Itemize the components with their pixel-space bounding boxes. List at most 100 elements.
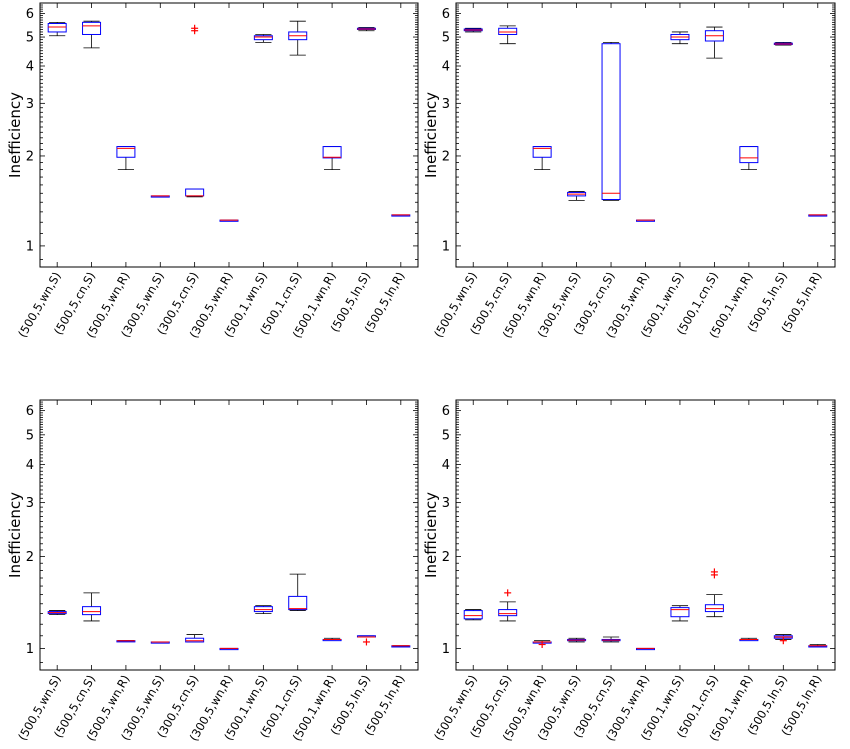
box-11 bbox=[391, 645, 411, 648]
box-iqr bbox=[739, 146, 759, 164]
box-5 bbox=[601, 41, 621, 201]
outlier-marker bbox=[504, 589, 512, 597]
box-iqr bbox=[116, 146, 136, 158]
box-iqr bbox=[288, 595, 308, 611]
panel-bottom-left: 123456Inefficiency(500,5,wn,S)(500,5,cn,… bbox=[6, 399, 419, 744]
y-tick-label: 1 bbox=[442, 239, 450, 254]
y-axis-label: Inefficiency bbox=[6, 492, 24, 578]
box-iqr bbox=[82, 21, 102, 35]
y-axis-label: Inefficiency bbox=[422, 492, 440, 578]
box-iqr bbox=[47, 23, 67, 33]
panel-top-left: 123456Inefficiency(500,5,wn,S)(500,5,cn,… bbox=[6, 2, 419, 341]
box-1 bbox=[463, 27, 483, 33]
box-5 bbox=[185, 634, 205, 643]
panel-top-right: 123456Inefficiency(500,5,wn,S)(500,5,cn,… bbox=[422, 2, 836, 341]
box-iqr bbox=[82, 606, 102, 616]
box-10 bbox=[356, 27, 376, 32]
plot-frame bbox=[455, 2, 836, 268]
box-10 bbox=[356, 635, 376, 646]
box-iqr bbox=[253, 35, 273, 41]
y-tick-label: 1 bbox=[442, 642, 450, 657]
box-2 bbox=[82, 20, 102, 49]
box-7 bbox=[253, 34, 273, 43]
box-1 bbox=[463, 609, 483, 621]
y-tick-label: 3 bbox=[26, 496, 34, 511]
outlier-marker bbox=[710, 568, 718, 576]
box-8 bbox=[704, 568, 724, 618]
box-1 bbox=[47, 610, 67, 616]
box-8 bbox=[288, 20, 308, 56]
y-tick-label: 6 bbox=[442, 7, 450, 22]
y-tick-label: 4 bbox=[26, 60, 34, 75]
box-9 bbox=[739, 637, 759, 642]
y-tick-label: 3 bbox=[26, 97, 34, 112]
y-axis-label: Inefficiency bbox=[6, 92, 24, 178]
box-9 bbox=[739, 146, 759, 171]
box-iqr bbox=[498, 609, 518, 617]
outlier-marker bbox=[779, 637, 787, 645]
y-tick-label: 2 bbox=[26, 149, 34, 164]
y-tick-label: 6 bbox=[442, 404, 450, 419]
box-10 bbox=[773, 634, 793, 645]
box-7 bbox=[670, 31, 690, 45]
outlier-marker bbox=[362, 638, 370, 646]
y-tick-label: 6 bbox=[26, 7, 34, 22]
box-iqr bbox=[322, 146, 342, 159]
box-6 bbox=[219, 647, 239, 651]
box-iqr bbox=[498, 27, 518, 35]
box-iqr bbox=[463, 610, 483, 620]
box-9 bbox=[322, 146, 342, 171]
y-tick-label: 3 bbox=[442, 496, 450, 511]
box-iqr bbox=[185, 637, 205, 643]
y-tick-label: 5 bbox=[26, 428, 34, 443]
box-11 bbox=[391, 214, 411, 217]
outlier-marker bbox=[538, 641, 546, 649]
box-8 bbox=[288, 573, 308, 611]
box-4 bbox=[150, 195, 170, 198]
y-tick-label: 2 bbox=[442, 550, 450, 565]
box-iqr bbox=[532, 146, 552, 158]
box-3 bbox=[532, 146, 552, 171]
box-2 bbox=[498, 589, 518, 622]
box-11 bbox=[808, 214, 828, 217]
plot-frame bbox=[39, 2, 419, 268]
outlier-marker bbox=[191, 24, 199, 32]
y-tick-label: 4 bbox=[442, 458, 450, 473]
box-5 bbox=[601, 636, 621, 643]
y-tick-label: 6 bbox=[26, 404, 34, 419]
box-6 bbox=[636, 219, 655, 222]
box-6 bbox=[636, 647, 655, 651]
box-iqr bbox=[601, 43, 621, 200]
box-11 bbox=[808, 644, 828, 648]
y-tick-label: 2 bbox=[442, 149, 450, 164]
plot-frame bbox=[39, 399, 419, 671]
box-iqr bbox=[670, 607, 690, 618]
box-8 bbox=[704, 26, 724, 59]
y-tick-label: 5 bbox=[26, 31, 34, 46]
box-10 bbox=[773, 41, 793, 46]
box-1 bbox=[47, 21, 67, 37]
y-axis-label: Inefficiency bbox=[422, 92, 440, 178]
y-tick-label: 4 bbox=[442, 60, 450, 75]
box-3 bbox=[116, 146, 136, 171]
y-tick-label: 5 bbox=[442, 31, 450, 46]
box-4 bbox=[150, 641, 170, 644]
y-tick-label: 2 bbox=[26, 550, 34, 565]
y-tick-label: 5 bbox=[442, 428, 450, 443]
y-tick-label: 1 bbox=[26, 239, 34, 254]
box-4 bbox=[567, 637, 587, 643]
y-tick-label: 1 bbox=[26, 642, 34, 657]
box-4 bbox=[567, 191, 587, 201]
box-9 bbox=[322, 637, 342, 642]
y-tick-label: 3 bbox=[442, 97, 450, 112]
plot-frame bbox=[455, 399, 836, 671]
box-2 bbox=[82, 592, 102, 622]
box-2 bbox=[498, 25, 518, 45]
box-7 bbox=[253, 605, 273, 615]
box-5 bbox=[185, 24, 205, 198]
box-6 bbox=[219, 219, 239, 222]
box-7 bbox=[670, 605, 690, 622]
box-3 bbox=[532, 640, 552, 649]
y-tick-label: 4 bbox=[26, 458, 34, 473]
